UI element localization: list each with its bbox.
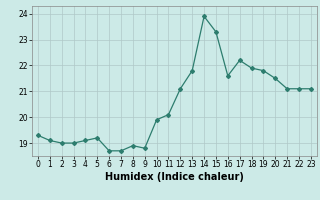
X-axis label: Humidex (Indice chaleur): Humidex (Indice chaleur): [105, 172, 244, 182]
